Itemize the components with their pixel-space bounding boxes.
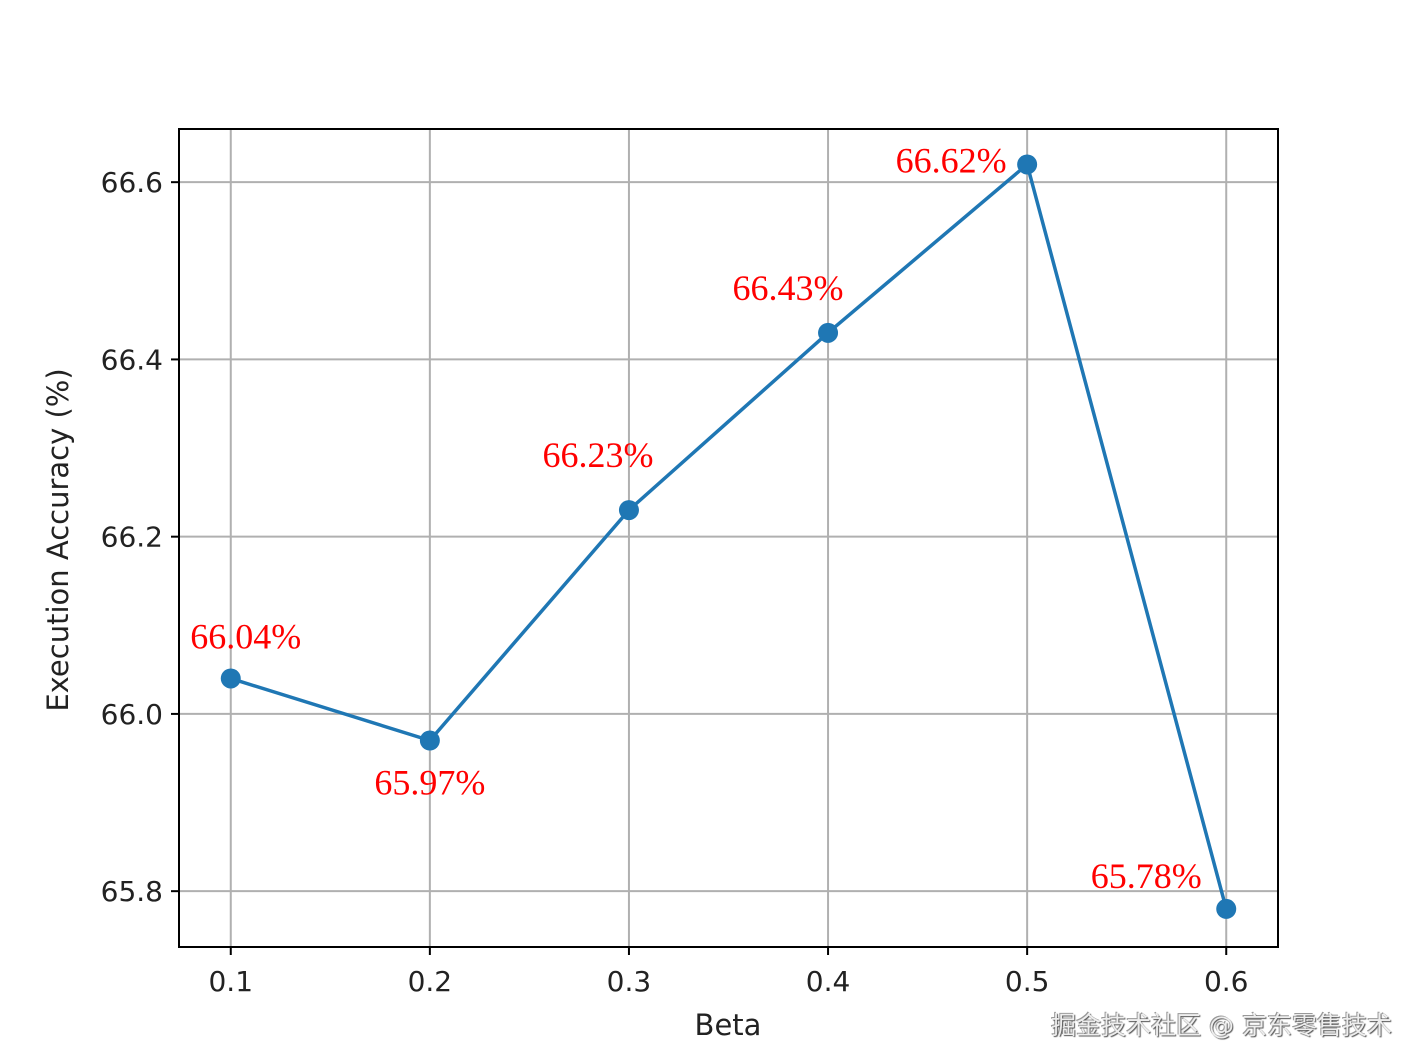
x-axis-ticks: 0.1 0.2 0.3 0.4 0.5 0.6 — [208, 947, 1249, 998]
x-tick-label: 0.2 — [408, 965, 453, 998]
y-tick-label: 66.4 — [101, 343, 163, 376]
series-line — [230, 161, 1228, 910]
y-tick-label: 65.8 — [101, 875, 163, 908]
data-label: 65.78% — [1091, 856, 1202, 896]
y-axis-ticks: 65.8 66.0 66.2 66.4 66.6 — [101, 166, 179, 908]
data-point — [1216, 898, 1237, 919]
data-label: 66.23% — [542, 435, 653, 475]
x-tick-label: 0.6 — [1204, 965, 1249, 998]
data-point — [419, 730, 440, 751]
series — [220, 154, 1237, 919]
data-point — [618, 500, 639, 521]
y-tick-label: 66.0 — [101, 698, 163, 731]
data-labels: 66.04% 65.97% 66.23% 66.43% 66.62% 65.78% — [190, 140, 1201, 895]
data-point — [220, 668, 241, 689]
y-tick-label: 66.6 — [101, 166, 163, 199]
x-tick-label: 0.3 — [607, 965, 652, 998]
data-point — [1017, 154, 1038, 175]
x-tick-label: 0.4 — [806, 965, 851, 998]
y-axis-label: Execution Accuracy (%) — [41, 368, 75, 711]
watermark: 掘金技术社区 @ 京东零售技术 — [1051, 1011, 1392, 1040]
x-tick-label: 0.5 — [1005, 965, 1050, 998]
data-label: 66.43% — [733, 268, 844, 308]
x-axis-label: Beta — [695, 1008, 762, 1042]
data-point — [818, 322, 839, 343]
data-label: 66.04% — [190, 616, 301, 656]
data-label: 66.62% — [896, 140, 1007, 180]
y-tick-label: 66.2 — [101, 521, 163, 554]
grid — [179, 129, 1278, 947]
data-label: 65.97% — [374, 763, 485, 803]
plot-frame — [178, 128, 1279, 948]
x-tick-label: 0.1 — [208, 965, 253, 998]
